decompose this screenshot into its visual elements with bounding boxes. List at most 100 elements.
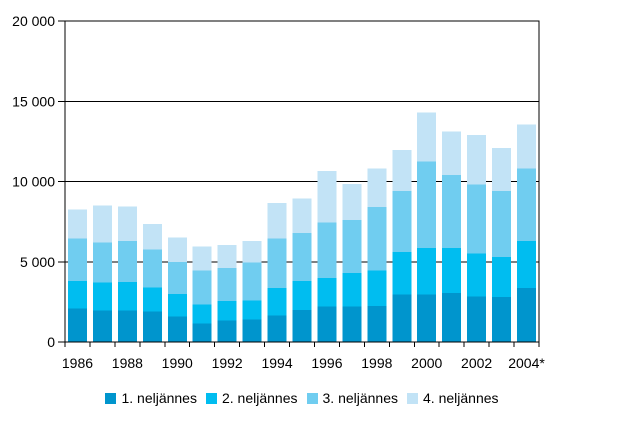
bar-segment [167, 293, 187, 317]
bar-segment [317, 306, 337, 342]
x-axis-label: 2000 [411, 355, 442, 371]
bar-segment [242, 240, 262, 263]
x-axis-label: 1998 [361, 355, 392, 371]
x-axis-label: 2004* [508, 355, 545, 371]
bar-segment [92, 242, 112, 283]
bar-segment [92, 282, 112, 311]
bar-segment [367, 207, 387, 271]
bar-segment [292, 281, 312, 310]
y-axis-label: 20 000 [12, 13, 55, 29]
bar-segment [392, 294, 412, 342]
legend-item: 4. neljännes [407, 391, 499, 405]
bar-segment [517, 288, 537, 342]
bar-segment [442, 248, 462, 294]
bar-segment [467, 134, 487, 185]
bar-segment [167, 316, 187, 342]
bar-segment [467, 184, 487, 254]
x-axis-label: 1994 [261, 355, 292, 371]
bar-segment [292, 232, 312, 282]
x-axis-label: 1986 [62, 355, 93, 371]
legend-item: 3. neljännes [306, 390, 399, 406]
bar-segment [267, 238, 287, 289]
bar-segment [217, 244, 237, 269]
bar-segment [317, 222, 337, 278]
bar-segment [192, 270, 212, 305]
legend-swatch-icon [306, 392, 318, 404]
bar-segment [192, 323, 212, 342]
bar-segment [167, 261, 187, 294]
bar-segment [492, 256, 512, 298]
bar-segment [117, 206, 137, 241]
bar-segment [267, 288, 287, 316]
y-axis-label: 10 000 [12, 174, 55, 190]
bar-segment [167, 237, 187, 262]
legend-label: 3. neljännes [322, 390, 399, 406]
bar-segment [392, 150, 412, 192]
bar-segment [217, 268, 237, 302]
bar-segment [392, 191, 412, 253]
bar-segment [367, 168, 387, 208]
bar-segment [67, 308, 87, 342]
bar-segment [267, 315, 287, 342]
bar-segment [492, 297, 512, 342]
bar-segment [367, 270, 387, 306]
x-axis-label: 1988 [112, 355, 143, 371]
bar-segment [467, 296, 487, 342]
bar-segment [492, 191, 512, 257]
bar-segment [92, 310, 112, 342]
bar-segment [142, 311, 162, 342]
bar-segment [142, 224, 162, 250]
bar-segment [492, 147, 512, 192]
bar-segment [292, 309, 312, 342]
bar-segment [367, 305, 387, 342]
legend-item: 2. neljännes [205, 390, 298, 406]
bar-segment [117, 281, 137, 311]
legend-swatch-icon [205, 392, 217, 404]
bar-segment [217, 320, 237, 342]
legend-label: 1. neljännes [121, 390, 197, 406]
x-axis-label: 2002 [461, 355, 492, 371]
y-axis-label: 15 000 [12, 93, 55, 109]
bar-segment [67, 238, 87, 282]
bar-segment [242, 262, 262, 301]
legend-swatch-icon [105, 392, 117, 404]
bar-segment [442, 293, 462, 342]
chart-legend: 1. neljännes 2. neljännes 3. neljännes 4. n… [0, 391, 604, 405]
x-axis-label: 1996 [311, 355, 342, 371]
y-axis-label: 5 000 [20, 254, 55, 270]
x-axis-label: 1990 [162, 355, 193, 371]
bar-segment [317, 277, 337, 307]
bar-segment [267, 203, 287, 239]
bar-segment [417, 294, 437, 342]
bar-segment [417, 248, 437, 295]
bar-segment [517, 124, 537, 169]
bar-segment [417, 112, 437, 162]
legend-label: 2. neljännes [221, 390, 298, 406]
bar-segment [142, 249, 162, 288]
bar-segment [242, 300, 262, 320]
bar-segment [342, 306, 362, 342]
bar-segment [417, 161, 437, 249]
bar-segment [342, 183, 362, 221]
bar-segment [217, 301, 237, 321]
bar-segment [192, 246, 212, 271]
bar-segment [242, 319, 262, 342]
legend-swatch-icon [407, 392, 419, 404]
bar-segment [317, 171, 337, 223]
bar-segment [342, 272, 362, 307]
bar-segment [342, 220, 362, 273]
legend-label: 4. neljännes [423, 390, 499, 406]
bar-segment [117, 310, 137, 342]
bar-segment [67, 281, 87, 309]
bar-segment [92, 205, 112, 243]
x-axis-label: 1992 [212, 355, 243, 371]
legend-item: 1. neljännes [105, 391, 197, 405]
bar-segment [392, 252, 412, 295]
bar-segment [117, 240, 137, 282]
bar-segment [517, 168, 537, 241]
y-axis-label: 0 [47, 334, 55, 350]
bar-segment [442, 131, 462, 176]
bar-segment [517, 240, 537, 289]
